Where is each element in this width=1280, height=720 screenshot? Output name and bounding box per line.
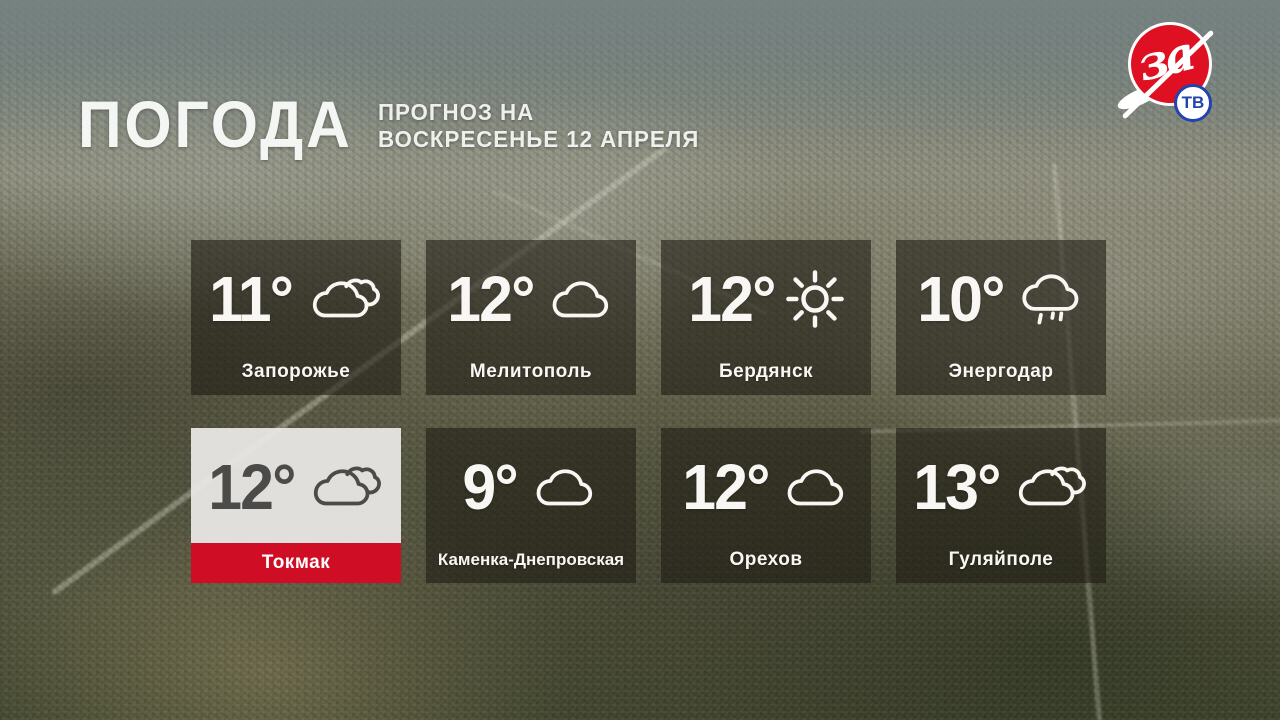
cloud-icon: [543, 275, 617, 323]
sun-icon: [784, 268, 846, 330]
weather-card-sun: 12° Бердянск: [661, 240, 871, 395]
weather-card-cloud: 12° Мелитополь: [426, 240, 636, 395]
clouds-icon: [304, 463, 386, 511]
temperature-value: 12°: [446, 263, 535, 335]
cloud-icon: [778, 463, 852, 511]
temperature-value: 9°: [462, 451, 519, 523]
logo-tv-badge: ТВ: [1174, 84, 1212, 122]
clouds-icon: [303, 275, 385, 323]
weather-card-cloud: 9° Каменка-Днепровская: [426, 428, 636, 583]
temperature-value: 11°: [209, 263, 295, 335]
city-name: Каменка-Днепровская: [437, 550, 625, 569]
temperature-value: 12°: [681, 451, 770, 523]
temperature-value: 12°: [687, 263, 776, 335]
forecast-subtitle-line2: ВОСКРЕСЕНЬЕ 12 АПРЕЛЯ: [378, 126, 700, 152]
weather-card-cloud: 12° Орехов: [661, 428, 871, 583]
city-band: Токмак: [191, 543, 401, 583]
city-name: Токмак: [261, 552, 331, 573]
channel-logo: за ТВ: [1114, 20, 1256, 132]
card-row: 12°: [426, 266, 636, 332]
city-name: Гуляйполе: [948, 549, 1054, 570]
city-band: Мелитополь: [426, 349, 636, 395]
temperature-value: 13°: [912, 451, 1001, 523]
city-name: Запорожье: [241, 361, 351, 382]
card-row: 9°: [426, 454, 636, 520]
city-name: Мелитополь: [469, 361, 593, 382]
weather-card-rain: 10° Энергодар: [896, 240, 1106, 395]
temperature-value: 12°: [207, 451, 296, 523]
page-title: ПОГОДА: [78, 87, 353, 161]
cloud-icon: [527, 463, 601, 511]
weather-card-clouds: 13° Гуляйполе: [896, 428, 1106, 583]
card-row: 12°: [191, 454, 401, 520]
weather-card-clouds: 11° Запорожье: [191, 240, 401, 395]
city-band: Орехов: [661, 537, 871, 583]
temperature-value: 10°: [916, 263, 1005, 335]
city-name: Орехов: [729, 549, 803, 570]
card-row: 10°: [896, 266, 1106, 332]
card-row: 12°: [661, 454, 871, 520]
rain-icon: [1013, 271, 1087, 327]
card-row: 11°: [191, 266, 401, 332]
forecast-subtitle-line1: ПРОГНОЗ НА: [378, 99, 535, 125]
card-row: 13°: [896, 454, 1106, 520]
city-band: Бердянск: [661, 349, 871, 395]
card-row: 12°: [661, 266, 871, 332]
city-band: Гуляйполе: [896, 537, 1106, 583]
city-band: Энергодар: [896, 349, 1106, 395]
city-band: Запорожье: [191, 349, 401, 395]
weather-card-clouds: 12° Токмак: [191, 428, 401, 583]
city-name: Бердянск: [718, 361, 814, 382]
cards-grid: 11° Запорожье 12° Мелитополь 12°: [191, 240, 1106, 583]
city-name: Энергодар: [948, 361, 1054, 382]
city-band: Каменка-Днепровская: [426, 537, 636, 583]
clouds-icon: [1009, 463, 1091, 511]
forecast-subtitle: ПРОГНОЗ НА ВОСКРЕСЕНЬЕ 12 АПРЕЛЯ: [378, 99, 699, 153]
